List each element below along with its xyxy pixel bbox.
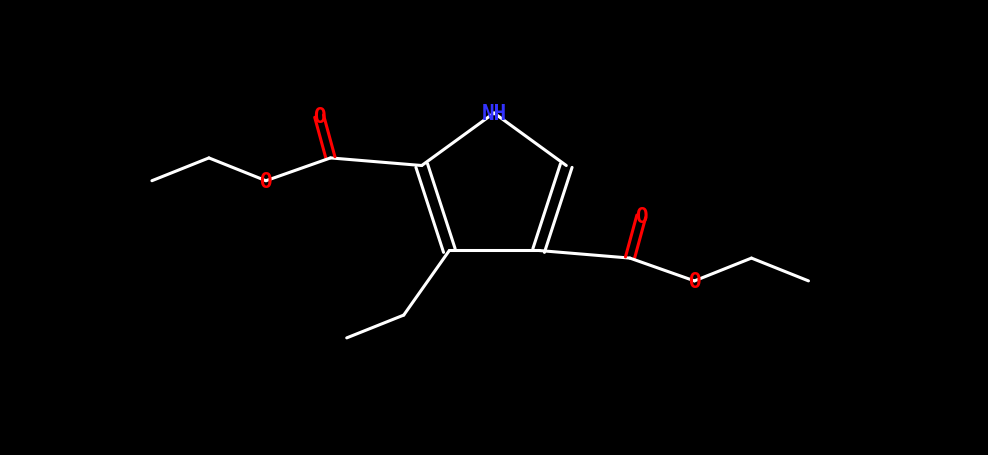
Text: NH: NH	[481, 104, 507, 124]
Text: O: O	[313, 107, 325, 127]
Text: O: O	[689, 271, 700, 291]
Text: O: O	[260, 172, 273, 191]
Text: O: O	[635, 207, 647, 227]
